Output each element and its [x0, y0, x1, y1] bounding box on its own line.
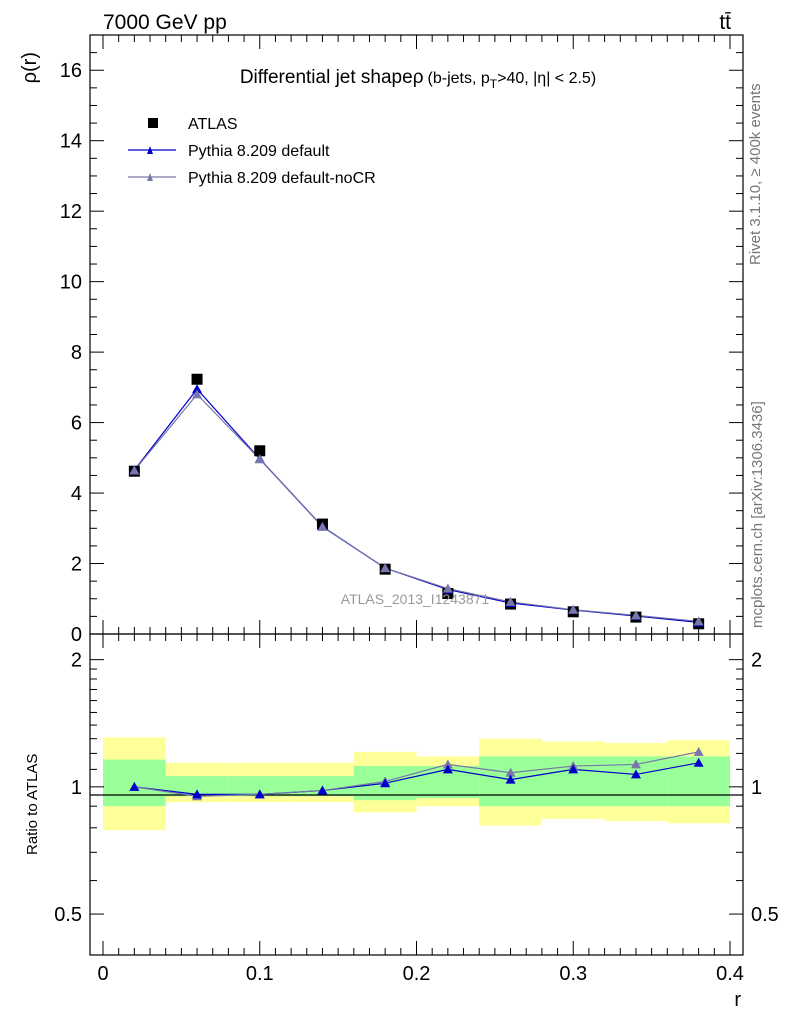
ratio-y-tick-label-right: 2	[751, 650, 762, 672]
ratio-y-tick-label: 0.5	[54, 904, 82, 926]
ratio-y-tick-label-right: 0.5	[751, 904, 779, 926]
ratio-y-tick-label: 2	[71, 650, 82, 672]
main-y-tick-label: 16	[60, 60, 82, 82]
title-subscript: T	[490, 77, 498, 91]
ratio-nocr-point	[442, 759, 453, 769]
atlas-data-point	[254, 445, 266, 457]
legend-marker-nocr	[147, 173, 153, 181]
ratio-panel: 0.5 0.51 12 2 0 0.1 0.2 0.3 0.4 Ratio to ATLAS …	[24, 633, 779, 1011]
nocr-point	[568, 604, 579, 614]
ratio-band-inner	[165, 776, 229, 797]
ratio-y-axis-label: Ratio to ATLAS	[24, 754, 41, 855]
ratio-series-line-0	[134, 762, 699, 795]
ratio-default-point	[129, 781, 140, 791]
main-series-line-2	[133, 393, 699, 622]
ratio-nocr-point	[693, 746, 704, 756]
ratio-y-ticks: 0.5 0.5 1 1 2 2	[54, 650, 779, 926]
ratio-bands	[103, 737, 730, 831]
nocr-point	[630, 610, 641, 620]
header-process: tt̄	[719, 11, 731, 34]
ratio-marks	[129, 746, 704, 801]
nocr-point	[693, 616, 704, 626]
x-tick-label: 0.2	[403, 963, 431, 985]
x-tick-label: 0.3	[559, 963, 587, 985]
x-axis-label: r	[734, 989, 741, 1011]
main-y-tick-label: 8	[71, 342, 82, 364]
ratio-y-tick-label-right: 1	[751, 777, 762, 799]
ratio-x-ticks: 0 0.1 0.2 0.3 0.4	[97, 634, 744, 985]
rivet-label: Rivet 3.1.10, ≥ 400k events	[747, 83, 764, 265]
main-y-tick-label: 2	[71, 554, 82, 576]
legend-label-default: Pythia 8.209 default	[188, 143, 330, 160]
main-y-tick-label: 10	[60, 272, 82, 294]
nocr-point	[442, 583, 453, 593]
title-suffix: (b-jets, p	[428, 70, 490, 87]
legend-label-nocr: Pythia 8.209 default-noCR	[188, 170, 376, 187]
header-energy: 7000 GeV pp	[103, 11, 227, 34]
main-x-ticks	[102, 35, 731, 634]
ratio-default-point	[568, 764, 579, 774]
ratio-band-inner	[228, 776, 292, 797]
title-symbol: ρ	[413, 67, 424, 88]
title-main: Differential jet shape	[240, 67, 413, 88]
atlas-data-point	[191, 373, 203, 385]
main-panel: 0 2 4 6 8 10 12 14 16 ρ(r) Differential jet shap…	[19, 34, 744, 646]
legend-marker-default	[147, 146, 153, 154]
main-y-tick-label: 0	[71, 624, 82, 646]
ratio-nocr-point	[505, 767, 516, 777]
ratio-default-point	[442, 764, 453, 774]
legend-label-atlas: ATLAS	[188, 116, 238, 133]
main-y-ticks: 0 2 4 6 8 10 12 14 16	[60, 34, 743, 646]
nocr-point	[192, 389, 203, 399]
nocr-point	[380, 563, 391, 573]
nocr-point	[317, 521, 328, 531]
main-y-tick-label: 4	[71, 483, 82, 505]
ratio-default-point	[505, 774, 516, 784]
nocr-point	[129, 465, 140, 475]
nocr-point	[254, 454, 265, 464]
ratio-default-point	[630, 769, 641, 779]
x-tick-label: 0.4	[716, 963, 744, 985]
analysis-watermark: ATLAS_2013_I1243871	[341, 591, 490, 607]
x-tick-label: 0.1	[246, 963, 274, 985]
ratio-y-tick-label: 1	[71, 777, 82, 799]
x-tick-label: 0	[97, 963, 108, 985]
ratio-default-point	[380, 778, 391, 788]
default-point	[192, 384, 203, 394]
main-title: Differential jet shapeρ (b-jets, pT>40, |…	[240, 67, 596, 91]
main-y-tick-label: 6	[71, 413, 82, 435]
nocr-point	[505, 596, 516, 606]
ratio-series-line-1	[134, 751, 699, 797]
ratio-nocr-point	[630, 759, 641, 769]
ratio-default-point	[317, 785, 328, 795]
mcplots-label: mcplots.cern.ch [arXiv:1306.3436]	[749, 401, 766, 628]
ratio-default-point	[192, 789, 203, 799]
main-series-line-1	[133, 388, 699, 623]
main-y-tick-label: 12	[60, 201, 82, 223]
legend-marker-atlas	[148, 118, 158, 128]
title-rest: >40, |η| < 2.5)	[497, 70, 596, 87]
main-y-tick-label: 14	[60, 131, 82, 153]
main-y-axis-label: ρ(r)	[19, 52, 41, 83]
main-marks	[128, 373, 705, 630]
ratio-default-point	[693, 757, 704, 767]
legend: ATLAS Pythia 8.209 default Pythia 8.209 …	[128, 116, 376, 187]
ratio-default-point	[254, 789, 265, 799]
